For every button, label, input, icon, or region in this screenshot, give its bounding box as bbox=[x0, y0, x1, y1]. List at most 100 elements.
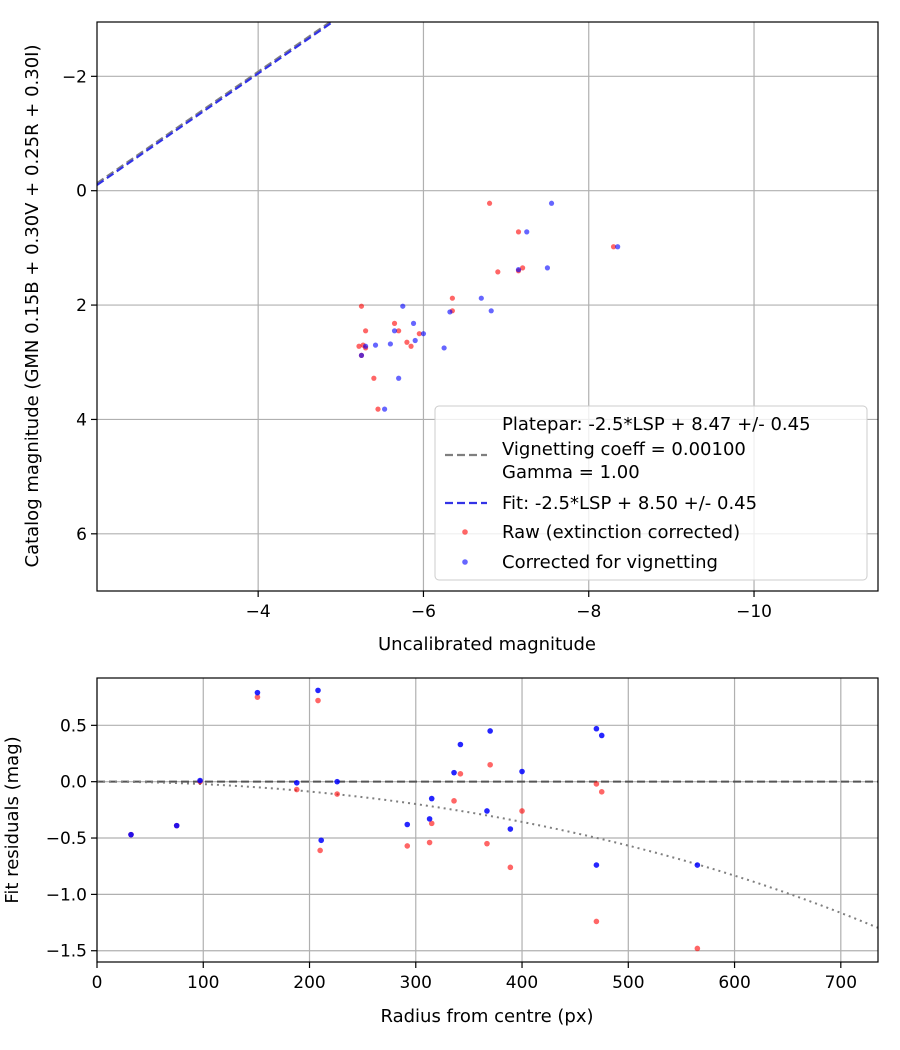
corrected-data-point bbox=[318, 837, 325, 844]
corrected-data-point bbox=[396, 375, 402, 381]
corrected-data-point bbox=[426, 816, 433, 822]
corrected-data-point bbox=[447, 309, 453, 315]
x-tick-label: −4 bbox=[246, 602, 271, 622]
corrected-data-point bbox=[457, 741, 464, 748]
corrected-data-point bbox=[372, 342, 379, 348]
fit-line bbox=[97, 22, 335, 186]
raw-data-point bbox=[449, 295, 455, 301]
legend-raw-label: Raw (extinction corrected) bbox=[502, 522, 740, 543]
corrected-data-point bbox=[478, 295, 484, 301]
legend-platepar-label-line2: Vignetting coeff = 0.00100 bbox=[502, 439, 746, 460]
raw-data-point bbox=[426, 839, 433, 846]
corrected-data-point bbox=[410, 320, 417, 326]
y-tick-label: 0.0 bbox=[60, 773, 87, 793]
raw-data-point bbox=[484, 840, 490, 847]
corrected-data-point bbox=[254, 689, 261, 696]
raw-data-point bbox=[495, 269, 501, 275]
corrected-data-point bbox=[420, 331, 427, 337]
corrected-data-point bbox=[544, 265, 551, 271]
y-tick-label: −1.0 bbox=[46, 885, 87, 905]
corrected-data-point bbox=[593, 725, 600, 732]
corrected-data-point bbox=[694, 862, 701, 868]
corrected-data-point bbox=[334, 778, 340, 785]
x-tick-label: 400 bbox=[506, 973, 538, 993]
x-tick-label: 500 bbox=[612, 973, 644, 993]
raw-data-point bbox=[610, 244, 617, 250]
corrected-data-point bbox=[487, 728, 493, 734]
corrected-data-point bbox=[519, 768, 525, 775]
x-tick-label: −6 bbox=[411, 602, 436, 622]
raw-data-point bbox=[356, 343, 362, 349]
raw-data-point bbox=[334, 791, 340, 797]
raw-data-point bbox=[254, 694, 261, 700]
x-tick-label: −10 bbox=[736, 602, 772, 622]
raw-data-point bbox=[404, 339, 410, 345]
legend-platepar-label-line3: Gamma = 1.00 bbox=[502, 462, 640, 483]
corrected-data-point bbox=[451, 769, 457, 776]
bottom-grid bbox=[96, 678, 878, 962]
corrected-data-point bbox=[387, 341, 393, 347]
x-tick-label: 100 bbox=[187, 973, 219, 993]
corrected-data-point bbox=[428, 795, 435, 802]
corrected-data-point bbox=[382, 406, 388, 412]
raw-data-point bbox=[593, 918, 600, 925]
corrected-data-point bbox=[548, 200, 555, 206]
y-tick-label: −0.5 bbox=[46, 829, 87, 849]
corrected-data-point bbox=[488, 308, 494, 314]
raw-data-point bbox=[317, 847, 323, 854]
y-tick-label: −1.5 bbox=[46, 942, 87, 962]
y-tick-label: −2 bbox=[62, 67, 87, 87]
legend-fit-label: Fit: -2.5*LSP + 8.50 +/- 0.45 bbox=[502, 493, 757, 514]
raw-data-point bbox=[520, 265, 526, 271]
bottom-y-axis-label: Fit residuals (mag) bbox=[2, 736, 23, 903]
raw-data-point bbox=[428, 820, 435, 827]
x-tick-label: −8 bbox=[576, 602, 601, 622]
raw-data-point bbox=[515, 229, 522, 235]
bottom-panel: 0 100 200 300 400 500 600 700 0.5 0.0 −0.5 −1.0 −1.5… bbox=[2, 677, 879, 1027]
y-tick-label: 4 bbox=[76, 410, 87, 430]
raw-data-point bbox=[507, 864, 514, 871]
bottom-reference-lines bbox=[97, 780, 878, 929]
corrected-data-point bbox=[441, 345, 447, 351]
x-tick-label: 0 bbox=[92, 973, 103, 993]
platepar-line bbox=[97, 22, 332, 185]
x-tick-label: 700 bbox=[825, 973, 857, 993]
top-y-axis-label: Catalog magnitude (GMN 0.15B + 0.30V + 0… bbox=[22, 44, 43, 567]
y-tick-label: 0.5 bbox=[60, 716, 87, 736]
corrected-data-point bbox=[362, 343, 369, 349]
raw-data-point bbox=[451, 798, 457, 804]
bottom-scatter-points bbox=[128, 687, 701, 952]
raw-data-point bbox=[457, 770, 464, 777]
legend-raw-marker bbox=[462, 529, 468, 535]
raw-data-point bbox=[404, 843, 411, 849]
legend-corrected-label: Corrected for vignetting bbox=[502, 552, 718, 573]
raw-data-point bbox=[593, 781, 600, 787]
raw-data-point bbox=[362, 328, 369, 334]
raw-data-point bbox=[396, 328, 402, 334]
raw-data-point bbox=[519, 808, 525, 814]
bottom-ticks: 0 100 200 300 400 500 600 700 0.5 0.0 −0.5 −1.0 −1.5 bbox=[46, 716, 857, 993]
corrected-data-point bbox=[484, 808, 490, 814]
raw-data-point bbox=[315, 697, 321, 704]
legend-platepar-label-line1: Platepar: -2.5*LSP + 8.47 +/- 0.45 bbox=[502, 414, 811, 435]
raw-data-point bbox=[371, 375, 377, 381]
corrected-data-point bbox=[173, 822, 180, 829]
raw-data-point bbox=[487, 761, 493, 768]
vignetting-model-curve bbox=[97, 780, 878, 929]
corrected-data-point bbox=[197, 777, 203, 784]
top-x-axis-label: Uncalibrated magnitude bbox=[378, 634, 596, 655]
top-legend: Platepar: -2.5*LSP + 8.47 +/- 0.45 Vigne… bbox=[434, 405, 868, 581]
legend-box bbox=[434, 405, 868, 581]
corrected-data-point bbox=[615, 244, 621, 250]
corrected-data-point bbox=[412, 337, 418, 344]
corrected-data-point bbox=[400, 303, 406, 309]
corrected-data-point bbox=[593, 862, 600, 868]
raw-data-point bbox=[486, 200, 493, 206]
x-tick-label: 300 bbox=[400, 973, 432, 993]
x-tick-label: 600 bbox=[718, 973, 750, 993]
raw-data-point bbox=[375, 406, 381, 412]
y-tick-label: 0 bbox=[76, 182, 87, 202]
raw-data-point bbox=[391, 320, 398, 326]
raw-data-point bbox=[358, 303, 365, 309]
